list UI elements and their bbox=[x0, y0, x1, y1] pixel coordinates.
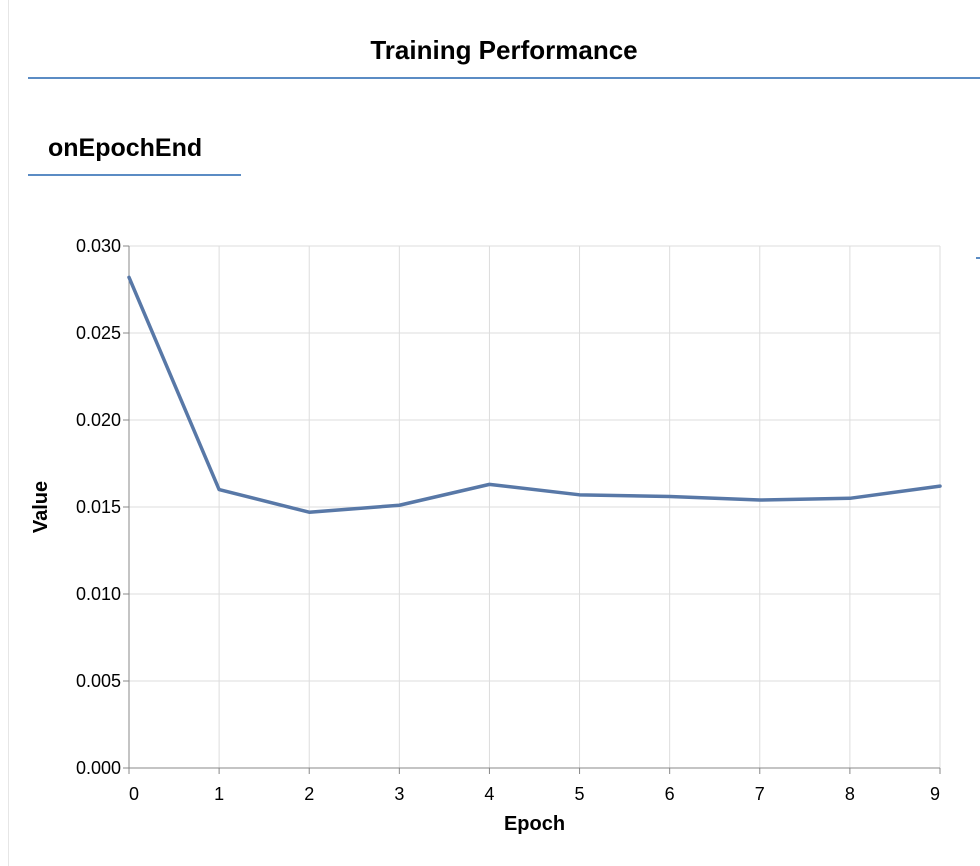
x-tick-label: 8 bbox=[845, 784, 855, 804]
y-tick-label: 0.000 bbox=[76, 758, 121, 778]
x-axis-title: Epoch bbox=[504, 813, 565, 835]
data-point bbox=[217, 488, 221, 492]
chart-grid bbox=[128, 245, 941, 769]
data-point bbox=[307, 510, 311, 514]
tab-on-epoch-end[interactable]: onEpochEnd bbox=[28, 128, 241, 176]
data-point bbox=[668, 495, 672, 499]
x-tick-label: 0 bbox=[129, 784, 139, 804]
tab-label: onEpochEnd bbox=[48, 134, 203, 162]
x-tick-label: 1 bbox=[214, 784, 224, 804]
y-tick-label: 0.005 bbox=[76, 671, 121, 691]
x-tick-label: 4 bbox=[484, 784, 494, 804]
panel-left-border bbox=[8, 0, 9, 866]
y-tick-label: 0.020 bbox=[76, 410, 121, 430]
panel-title-divider bbox=[28, 77, 980, 79]
series-line bbox=[127, 275, 942, 514]
chart-axes: 0 1 2 3 4 5 6 7 8 9 0.000 0.005 0.010 0.015 0.020 0.025… bbox=[76, 236, 941, 804]
data-point bbox=[127, 275, 131, 279]
x-tick-label: 6 bbox=[665, 784, 675, 804]
y-tick-label: 0.025 bbox=[76, 323, 121, 343]
y-tick-label: 0.015 bbox=[76, 497, 121, 517]
chart-series bbox=[127, 275, 942, 514]
y-tick-label: 0.010 bbox=[76, 584, 121, 604]
x-tick-label: 9 bbox=[930, 784, 940, 804]
y-axis-title: Value bbox=[30, 481, 52, 533]
panel-title: Training Performance bbox=[370, 35, 638, 65]
legend-marker bbox=[976, 257, 980, 259]
y-tick-label: 0.030 bbox=[76, 236, 121, 256]
data-point bbox=[938, 484, 942, 488]
data-point bbox=[397, 503, 401, 507]
data-point bbox=[487, 482, 491, 486]
x-tick-label: 3 bbox=[394, 784, 404, 804]
x-tick-label: 2 bbox=[304, 784, 314, 804]
data-point bbox=[758, 498, 762, 502]
x-tick-label: 7 bbox=[755, 784, 765, 804]
x-tick-label: 5 bbox=[575, 784, 585, 804]
data-point bbox=[578, 493, 582, 497]
active-tab-indicator bbox=[28, 174, 241, 176]
data-point bbox=[848, 496, 852, 500]
